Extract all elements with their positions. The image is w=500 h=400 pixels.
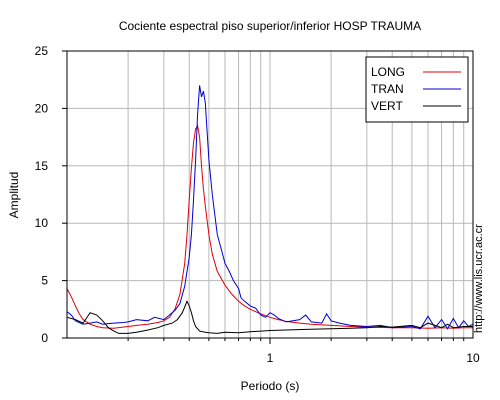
legend-label-tran: TRAN — [371, 82, 404, 96]
source-credit: http://www.lis.ucr.ac.cr — [473, 224, 485, 333]
y-tick-label: 0 — [41, 331, 48, 345]
y-tick-label: 20 — [35, 101, 49, 115]
x-axis-label: Periodo (s) — [241, 379, 300, 393]
y-tick-label: 5 — [41, 274, 48, 288]
plot-area — [66, 85, 474, 334]
legend: LONG TRAN VERT — [365, 56, 469, 123]
series-line-long — [66, 124, 473, 329]
legend-label-vert: VERT — [371, 99, 403, 113]
x-tick-label: 1 — [267, 351, 274, 365]
y-axis-label: Amplitud — [7, 172, 21, 219]
y-tick-label: 10 — [35, 216, 49, 230]
y-tick-label: 15 — [35, 159, 49, 173]
axis-ticks: 0 5 10 15 20 25 1 10 — [35, 44, 480, 365]
y-tick-label: 25 — [35, 44, 49, 58]
x-tick-label: 10 — [466, 351, 480, 365]
legend-label-long: LONG — [371, 65, 405, 79]
chart-title: Cociente espectral piso superior/inferio… — [119, 19, 421, 33]
series-line-vert — [66, 300, 473, 334]
